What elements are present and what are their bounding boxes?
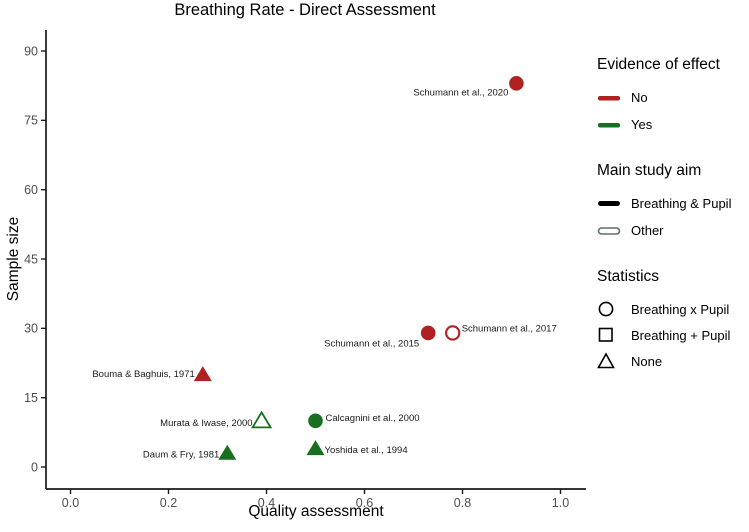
y-tick-label: 15: [24, 391, 38, 405]
legend: Evidence of effect No Yes Main study aim: [597, 50, 747, 374]
x-tick-label: 0.6: [356, 496, 373, 510]
legend-label-breathing-plus-pupil: Breathing + Pupil: [631, 327, 731, 343]
legend-section-statistics: Statistics Breathing x Pupil Breathing +…: [597, 266, 747, 374]
legend-title-statistics: Statistics: [597, 268, 660, 285]
legend-title-aim: Main study aim: [597, 162, 702, 179]
y-tick-label: 90: [24, 44, 38, 58]
legend-label-no: No: [631, 90, 648, 105]
y-tick-label: 60: [24, 183, 38, 197]
legend-section-evidence: Evidence of effect No Yes: [597, 54, 747, 138]
open-triangle-swatch-icon: [597, 352, 623, 370]
open-line-swatch-icon: [597, 226, 623, 236]
legend-item-none: None: [597, 348, 747, 374]
legend-item-no: No: [597, 84, 747, 111]
legend-label-yes: Yes: [631, 117, 653, 132]
chart-title: Breathing Rate - Direct Assessment: [174, 1, 436, 19]
legend-item-breathing-plus-pupil: Breathing + Pupil: [597, 322, 747, 348]
data-point: [308, 413, 323, 429]
legend-label-breathing-x-pupil: Breathing x Pupil: [631, 301, 730, 317]
x-tick-label: 0.8: [454, 496, 471, 510]
x-axis-title: Quality assessment: [248, 503, 384, 520]
point-label: Schumann et al., 2015: [324, 338, 419, 349]
point-label: Daum & Fry, 1981: [143, 449, 219, 460]
open-square-swatch-icon: [597, 326, 623, 344]
data-point: [218, 444, 237, 460]
y-tick-label: 75: [24, 114, 38, 128]
legend-title-evidence: Evidence of effect: [597, 56, 720, 73]
point-label: Calcagnini et al., 2000: [326, 413, 420, 424]
data-point: [420, 325, 436, 341]
data-point: [509, 76, 524, 91]
data-point: [251, 410, 273, 429]
point-label: Bouma & Baghuis, 1971: [92, 369, 194, 380]
data-point: [193, 366, 212, 382]
x-tick-label: 0.0: [62, 496, 79, 510]
point-label: Yoshida et al., 1994: [325, 445, 408, 456]
point-label: Schumann et al., 2020: [413, 88, 508, 99]
red-line-swatch-icon: [597, 94, 623, 102]
legend-label-breathing-pupil-aim: Breathing & Pupil: [631, 196, 732, 211]
legend-section-aim: Main study aim Breathing & Pupil Other: [597, 160, 747, 244]
black-line-swatch-icon: [597, 199, 623, 208]
legend-label-other: Other: [631, 223, 664, 238]
y-tick-label: 30: [24, 322, 38, 336]
point-label: Schumann et al., 2017: [462, 323, 557, 334]
legend-item-breathing-x-pupil: Breathing x Pupil: [597, 296, 747, 322]
legend-item-other: Other: [597, 217, 747, 244]
legend-item-breathing-pupil-aim: Breathing & Pupil: [597, 190, 747, 217]
y-tick-label: 0: [31, 460, 38, 474]
scatter-plot-canvas: 0.0 0.2 0.4 0.6 0.8 1.0 0 15 30 45 60 75 90 Schumann …: [24, 30, 586, 510]
legend-label-none: None: [631, 353, 663, 369]
y-axis-title: Sample size: [5, 216, 22, 302]
point-label: Murata & Iwase, 2000: [160, 418, 252, 429]
green-line-swatch-icon: [597, 121, 623, 129]
y-tick-label: 45: [24, 252, 38, 266]
open-circle-swatch-icon: [597, 300, 623, 318]
legend-item-yes: Yes: [597, 111, 747, 138]
x-tick-label: 0.2: [160, 496, 177, 510]
x-tick-label: 0.4: [258, 496, 275, 510]
x-tick-label: 1.0: [552, 496, 569, 510]
data-point: [445, 325, 461, 341]
data-point: [306, 440, 325, 456]
